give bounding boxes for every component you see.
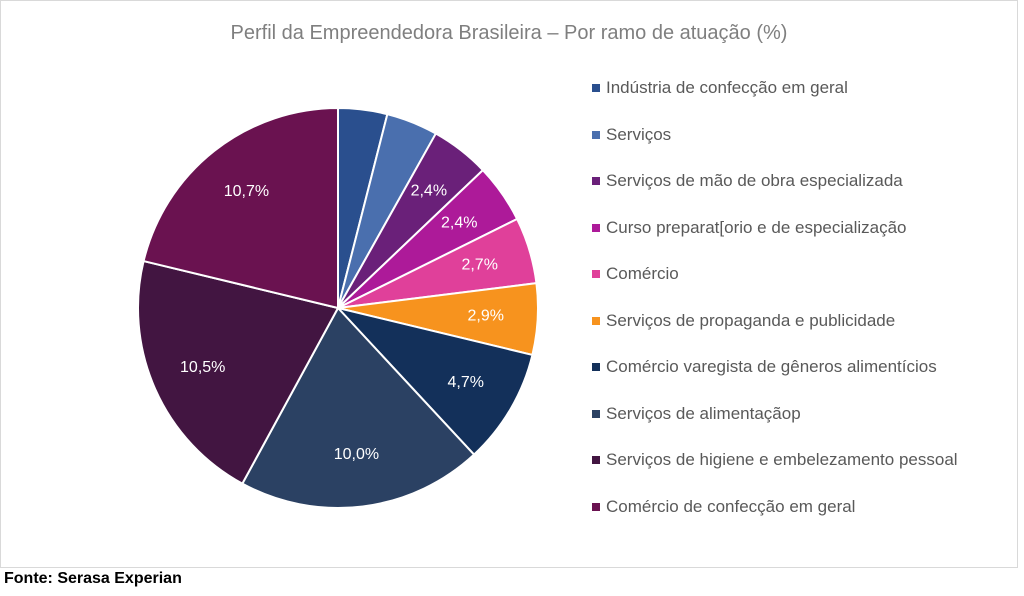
legend-label: Serviços de higiene e embelezamento pess… <box>606 450 958 469</box>
legend-swatch <box>592 502 600 511</box>
pie-slice <box>240 306 476 509</box>
data-label: 2,4% <box>441 214 477 231</box>
legend-swatch <box>592 177 600 185</box>
legend-label: Curso preparat[orio e de especialização <box>606 217 907 237</box>
legend-swatch <box>592 409 600 418</box>
data-label: 2,9% <box>468 308 504 325</box>
legend-label: Comércio <box>606 264 679 283</box>
data-label: 4,7% <box>447 374 483 391</box>
data-label: 10,7% <box>224 183 269 200</box>
legend-label: Indústria de confecção em geral <box>606 78 848 97</box>
legend-swatch <box>592 130 600 139</box>
legend-label: Comércio varegista de gêneros alimentíci… <box>606 357 937 376</box>
data-label: 10,5% <box>180 359 225 376</box>
pie-slice <box>137 259 340 486</box>
chart-title: Perfil da Empreendedora Brasileira – Por… <box>230 22 788 44</box>
data-label: 2,7% <box>461 256 497 273</box>
chart-frame <box>0 0 1018 568</box>
legend-swatch <box>592 223 600 232</box>
data-label: 10,0% <box>334 446 379 463</box>
legend-swatch <box>592 456 600 464</box>
data-label: 2,4% <box>411 182 447 199</box>
source: Fonte: Serasa Experian <box>4 570 182 587</box>
pie-slice <box>142 106 339 310</box>
legend-label: Serviços de alimentaçãop <box>606 403 801 423</box>
legend-swatch <box>592 363 600 371</box>
legend-label: Comércio de confecção em geral <box>606 496 856 516</box>
legend-swatch <box>592 316 600 325</box>
legend-label: Serviços de propaganda e publicidade <box>606 310 896 330</box>
legend-label: Serviços de mão de obra especializada <box>606 171 903 190</box>
pie-slice <box>335 306 534 457</box>
legend-swatch <box>592 84 600 92</box>
legend-swatch <box>592 270 600 278</box>
legend-label: Serviços <box>606 124 672 144</box>
